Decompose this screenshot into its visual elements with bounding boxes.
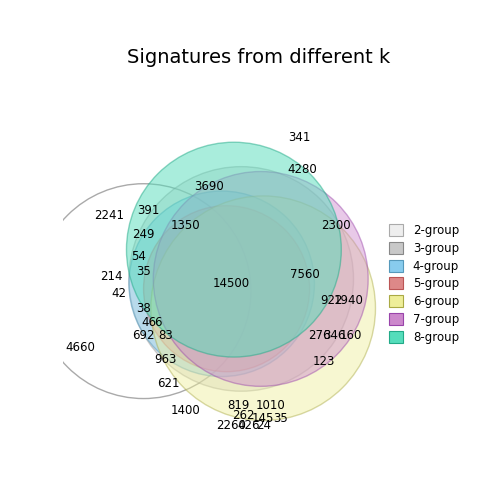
Text: 46: 46	[141, 317, 156, 330]
Text: 4660: 4660	[65, 341, 95, 354]
Text: 1010: 1010	[256, 399, 285, 412]
Circle shape	[127, 142, 341, 357]
Text: 83: 83	[158, 329, 173, 342]
Circle shape	[153, 171, 368, 387]
Circle shape	[129, 191, 314, 376]
Text: 54: 54	[131, 250, 146, 264]
Text: 7560: 7560	[290, 268, 320, 281]
Text: 2241: 2241	[94, 209, 124, 222]
Text: 2260: 2260	[217, 419, 246, 432]
Text: 214: 214	[101, 270, 123, 283]
Text: 426: 426	[237, 419, 260, 432]
Text: 1400: 1400	[170, 404, 200, 417]
Text: 160: 160	[340, 329, 362, 342]
Legend: 2-group, 3-group, 4-group, 5-group, 6-group, 7-group, 8-group: 2-group, 3-group, 4-group, 5-group, 6-gr…	[389, 224, 459, 344]
Circle shape	[151, 196, 375, 420]
Text: 6: 6	[154, 317, 162, 330]
Text: 38: 38	[136, 302, 151, 314]
Text: 249: 249	[133, 228, 155, 241]
Title: Signatures from different k: Signatures from different k	[127, 48, 390, 67]
Text: 621: 621	[157, 377, 179, 391]
Text: 42: 42	[112, 287, 127, 300]
Text: 24: 24	[256, 419, 271, 432]
Text: 2300: 2300	[322, 219, 351, 232]
Circle shape	[129, 167, 353, 391]
Text: 1350: 1350	[170, 219, 200, 232]
Text: 14500: 14500	[213, 277, 250, 290]
Text: 145: 145	[252, 412, 274, 424]
Text: 922: 922	[320, 294, 343, 307]
Text: 341: 341	[289, 131, 311, 144]
Text: 346: 346	[323, 329, 345, 342]
Text: 35: 35	[273, 412, 288, 424]
Text: 123: 123	[313, 355, 335, 368]
Text: 3690: 3690	[195, 179, 224, 193]
Text: 262: 262	[232, 409, 255, 422]
Text: 692: 692	[133, 329, 155, 342]
Text: 276: 276	[308, 329, 331, 342]
Circle shape	[144, 206, 309, 372]
Text: 35: 35	[136, 265, 151, 278]
Text: 819: 819	[228, 399, 250, 412]
Text: 391: 391	[137, 204, 160, 217]
Text: 4280: 4280	[287, 163, 317, 175]
Text: 1940: 1940	[334, 294, 363, 307]
Text: 963: 963	[154, 353, 177, 366]
